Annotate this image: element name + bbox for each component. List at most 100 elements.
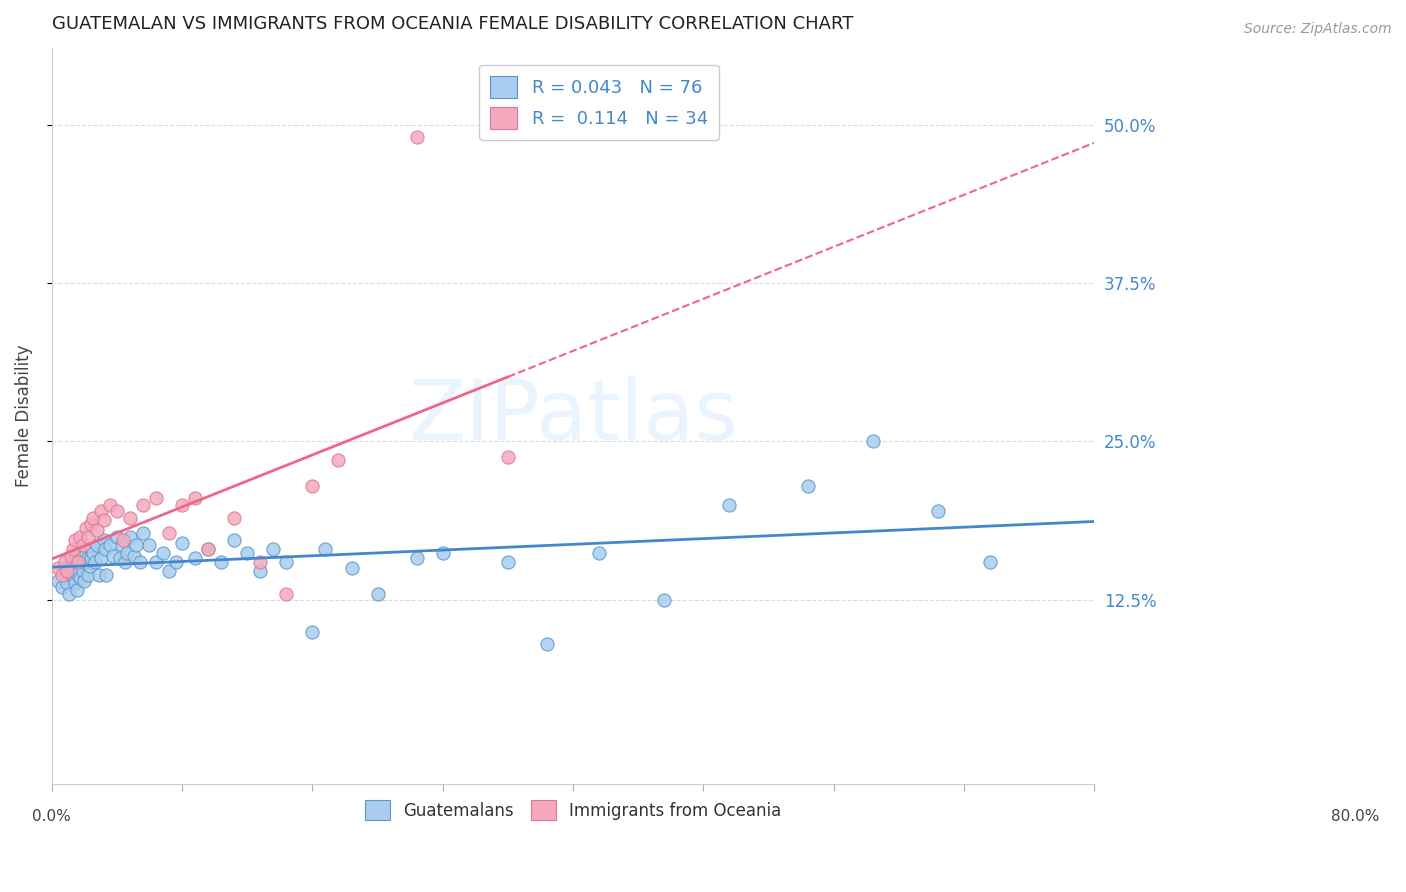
Point (796, 479, 818, 493)
Point (405, 551, 427, 566)
Point (51, 567, 73, 582)
Point (73, 555, 96, 569)
Point (83, 555, 105, 569)
Point (496, 555, 519, 569)
Text: ZIPatlas: ZIPatlas (408, 376, 738, 457)
Point (66, 567, 89, 582)
Point (165, 555, 187, 569)
Point (60, 555, 83, 569)
Point (112, 533, 135, 548)
Point (51, 580, 73, 594)
Point (62, 542, 84, 557)
Point (69, 529, 91, 543)
Point (77, 529, 100, 543)
Point (184, 491, 207, 506)
Point (63, 533, 86, 548)
Point (118, 529, 141, 543)
Point (80, 542, 103, 557)
Point (101, 549, 124, 563)
Point (90, 551, 112, 566)
Point (66, 558, 89, 573)
Point (60, 549, 83, 563)
Point (927, 504, 949, 518)
Point (77, 551, 100, 566)
Point (117, 546, 139, 560)
Point (114, 555, 136, 569)
Text: Source: ZipAtlas.com: Source: ZipAtlas.com (1244, 22, 1392, 37)
Point (328, 453, 350, 467)
Point (314, 542, 336, 557)
Point (82, 510, 104, 524)
Point (80, 516, 103, 531)
Point (105, 529, 128, 543)
Point (70, 549, 93, 563)
Point (224, 510, 246, 524)
Point (184, 551, 207, 566)
Point (862, 434, 884, 449)
Point (197, 542, 219, 557)
Point (152, 546, 174, 560)
Point (132, 498, 155, 512)
Point (209, 555, 232, 569)
Point (132, 525, 155, 540)
Point (276, 555, 298, 569)
Point (105, 504, 128, 518)
Text: 0.0%: 0.0% (32, 809, 72, 824)
Point (405, 130, 427, 145)
Point (86, 523, 108, 537)
Point (63, 576, 86, 591)
Point (69, 571, 91, 585)
Point (63, 571, 86, 585)
Point (301, 624, 323, 639)
Point (125, 538, 148, 552)
Point (60, 567, 83, 582)
Point (72, 538, 94, 552)
Legend: Guatemalans, Immigrants from Oceania: Guatemalans, Immigrants from Oceania (359, 793, 787, 827)
Point (224, 533, 246, 548)
Point (67, 564, 90, 578)
Text: GUATEMALAN VS IMMIGRANTS FROM OCEANIA FEMALE DISABILITY CORRELATION CHART: GUATEMALAN VS IMMIGRANTS FROM OCEANIA FE… (52, 15, 853, 33)
Point (276, 586, 298, 600)
Point (53, 555, 76, 569)
Point (122, 549, 145, 563)
Point (118, 510, 141, 524)
Point (65, 582, 87, 597)
Point (79, 558, 101, 573)
Point (69, 555, 91, 569)
Point (111, 538, 134, 552)
Point (197, 542, 219, 557)
Text: 80.0%: 80.0% (1331, 809, 1379, 824)
Point (236, 546, 259, 560)
Point (87, 567, 110, 582)
Point (100, 538, 122, 552)
Point (96, 567, 118, 582)
Point (496, 450, 519, 464)
Point (86, 538, 108, 552)
Point (73, 574, 96, 588)
Point (249, 564, 271, 578)
Point (93, 533, 115, 548)
Point (129, 555, 152, 569)
Y-axis label: Female Disability: Female Disability (15, 345, 32, 487)
Point (367, 586, 389, 600)
Point (340, 561, 363, 575)
Point (432, 546, 454, 560)
Point (77, 567, 100, 582)
Point (75, 521, 97, 535)
Point (94, 542, 117, 557)
Point (90, 504, 112, 518)
Point (56, 564, 79, 578)
Point (157, 564, 180, 578)
Point (62, 564, 84, 578)
Point (536, 637, 558, 651)
Point (979, 555, 1001, 569)
Point (145, 555, 167, 569)
Point (93, 513, 115, 527)
Point (138, 538, 160, 552)
Point (588, 546, 610, 560)
Point (157, 525, 180, 540)
Point (46, 574, 69, 588)
Point (145, 491, 167, 506)
Point (172, 498, 194, 512)
Point (80, 551, 103, 566)
